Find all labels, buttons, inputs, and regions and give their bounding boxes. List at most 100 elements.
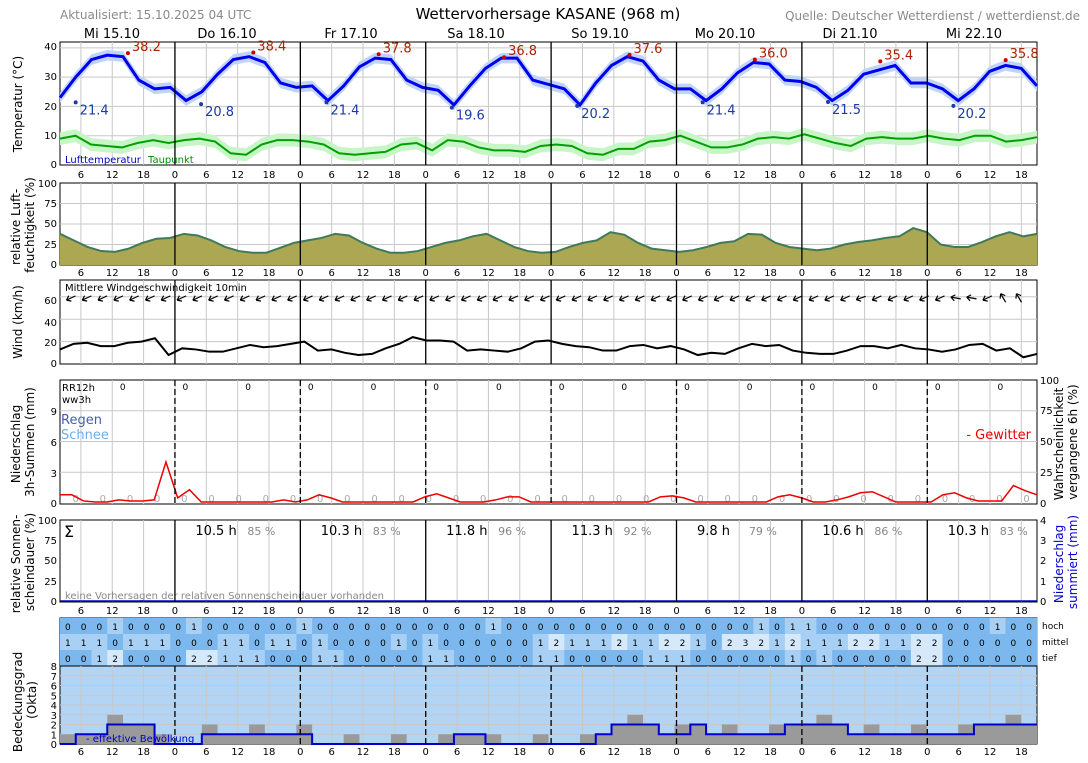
wind-arrow-shaft — [714, 295, 724, 301]
hour-tick-label: 0 — [799, 170, 805, 181]
cloud-cell-value: 0 — [995, 639, 1001, 649]
day-label: Di 21.10 — [823, 27, 878, 42]
cloud-cell-value: 0 — [554, 623, 560, 633]
hour-tick-label: 12 — [733, 747, 746, 758]
cloud-cell — [154, 618, 171, 634]
max-temp-dot — [752, 57, 757, 62]
cloud-cell — [690, 650, 707, 666]
humidity-axis-label: relative Luft- feuchtigkeit (%) — [9, 177, 37, 273]
min-temp-dot — [73, 100, 78, 105]
day-label: Sa 18.10 — [447, 27, 505, 42]
y-tick-label: 3 — [51, 469, 57, 480]
cloud-cell-value: 0 — [333, 639, 339, 649]
wind-arrow-head — [129, 295, 135, 302]
wind-arrow-icon — [160, 295, 171, 302]
wind-arrow-head — [334, 295, 341, 302]
cloud-cell — [973, 618, 991, 634]
hour-tick-label: 18 — [263, 606, 276, 617]
wind-arrow-icon — [176, 295, 187, 302]
cloud-cell-value: 0 — [617, 623, 623, 633]
cloud-cell-value: 1 — [821, 655, 827, 665]
cloud-cell — [138, 618, 155, 634]
wind-arrow-shaft — [840, 295, 850, 301]
cloud-cell-value: 1 — [790, 655, 796, 665]
cloud-cell — [422, 618, 439, 634]
sunshine-hours: 11.3 h — [572, 524, 613, 539]
wind-arrow-shaft — [982, 295, 993, 301]
wind-arrow-head — [603, 295, 609, 302]
wind-arrow-shaft — [856, 295, 866, 301]
okta-axis-label-line1: Bedeckungsgrad — [11, 652, 25, 752]
y-tick-label: 100 — [38, 516, 57, 527]
rr12h-label: RR12h — [62, 383, 95, 394]
hour-tick-label: 0 — [297, 606, 303, 617]
wind-arrow-icon — [144, 295, 155, 302]
wind-arrow-head — [618, 295, 625, 302]
hour-tick-label: 6 — [454, 268, 460, 279]
cloud-cell-value: 1 — [821, 639, 827, 649]
y-tick-label: 25 — [44, 577, 57, 588]
cloud-cell-value: 0 — [569, 623, 575, 633]
hour-tick-label: 0 — [423, 747, 429, 758]
cloud-cell — [453, 618, 471, 634]
sunshine-percent: 92 % — [624, 525, 652, 538]
wind-arrow-head — [871, 295, 878, 302]
rr12h-value: 0 — [245, 383, 251, 393]
humidity-y-ticks: 0 25 50 75 100 — [38, 179, 57, 271]
precip-zero: 0 — [72, 494, 78, 505]
hour-tick-label: 6 — [328, 747, 334, 758]
cloud-cell — [753, 618, 770, 634]
hour-tick-label: 6 — [454, 606, 460, 617]
cloud-cell — [706, 618, 723, 634]
cloud-cell-value: 0 — [97, 623, 103, 633]
precipitation-y-ticks: 0 3 6 9 — [51, 407, 57, 510]
wind-arrow-head — [413, 295, 420, 302]
wind-arrow-icon — [761, 295, 771, 302]
y-tick-label: 50 — [44, 556, 57, 567]
hour-tick-label: 0 — [423, 170, 429, 181]
cloud-cell-value: 1 — [254, 655, 260, 665]
cloud-cell — [816, 634, 833, 650]
hour-tick-label: 12 — [231, 268, 244, 279]
wind-arrow-shaft — [113, 295, 124, 301]
y-tick-label: 75 — [44, 199, 57, 210]
cloud-cell — [75, 634, 92, 650]
cloud-cell — [532, 618, 549, 634]
cloud-cell-value: 0 — [459, 655, 465, 665]
cloud-cell-value: 0 — [727, 623, 733, 633]
cloud-cell-value: 0 — [664, 623, 670, 633]
cloud-cell-value: 0 — [396, 623, 402, 633]
cloud-cell — [895, 618, 912, 634]
day-label: Mi 22.10 — [946, 27, 1002, 42]
min-temp-label: 20.2 — [581, 107, 610, 122]
cloud-cell-value: 0 — [522, 639, 528, 649]
hour-tick-label: 0 — [799, 747, 805, 758]
cloud-cell — [75, 650, 92, 666]
wind-arrow-head — [350, 295, 356, 302]
cloud-cell-value: 1 — [301, 623, 307, 633]
cloud-cell — [249, 634, 266, 650]
day-label: Do 16.10 — [197, 27, 256, 42]
min-temp-dot — [951, 103, 956, 108]
cloud-cell-value: 1 — [632, 639, 638, 649]
hour-tick-label: 12 — [482, 747, 495, 758]
cloud-cell-value: 0 — [160, 623, 166, 633]
hour-tick-label: 18 — [1015, 747, 1028, 758]
wind-arrow-shaft — [492, 295, 503, 301]
wind-arrow-head — [223, 295, 230, 302]
cloud-cell — [375, 650, 392, 666]
hour-tick-label: 12 — [106, 268, 119, 279]
cloud-cell — [611, 650, 628, 666]
cloud-cell-value: 0 — [947, 623, 953, 633]
wind-arrow-icon — [192, 295, 203, 302]
sunshine-hours: 10.6 h — [822, 524, 863, 539]
wind-arrow-head — [381, 295, 388, 302]
sunshine-panel-frame — [59, 519, 1038, 603]
wind-arrow-head — [287, 295, 293, 302]
precip-zero: 0 — [534, 494, 540, 505]
wind-arrow-icon — [713, 295, 724, 302]
precip-zero: 0 — [1023, 494, 1029, 505]
cloud-cell-value: 1 — [900, 639, 906, 649]
okta-bars — [60, 714, 1037, 744]
